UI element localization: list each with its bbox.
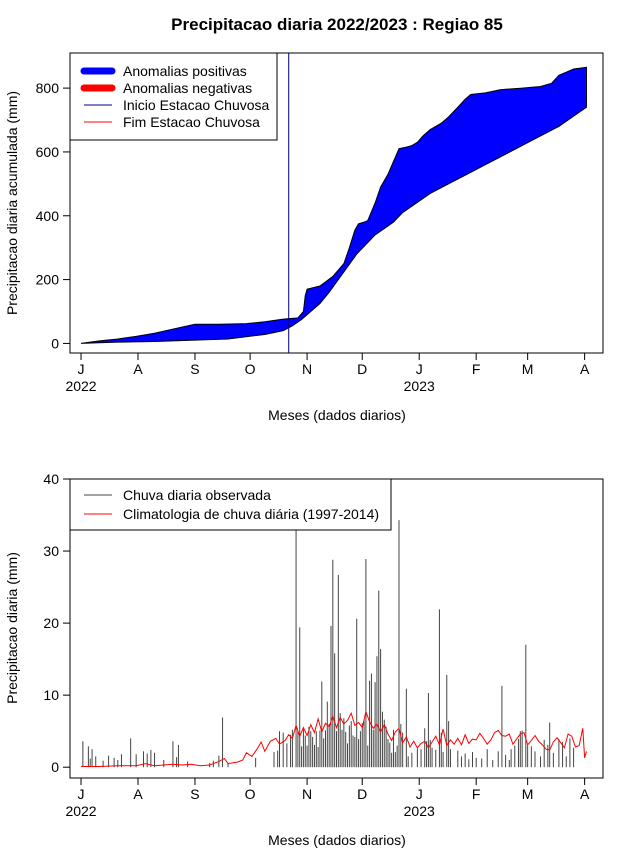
top-x-tick-label: N	[302, 361, 312, 377]
bottom-legend-box	[69, 478, 392, 531]
page-title: Precipitacao diaria 2022/2023 : Regiao 8…	[171, 15, 503, 34]
top-y-axis-label: Precipitacao diaria acumulada (mm)	[4, 91, 20, 315]
top-legend-label: Inicio Estacao Chuvosa	[123, 97, 270, 113]
bottom-x-tick-label: S	[190, 786, 199, 802]
bottom-y-tick-label: 20	[43, 615, 59, 631]
bottom-x-axis-label: Meses (dados diarios)	[268, 832, 406, 848]
top-x-tick-label: A	[133, 361, 143, 377]
top-legend-label: Fim Estacao Chuvosa	[123, 114, 260, 130]
bottom-y-ticks: 0 10 20 30 40	[43, 471, 71, 775]
bottom-y-tick-label: 10	[43, 687, 59, 703]
bottom-legend-label: Climatologia de chuva diária (1997-2014)	[123, 506, 379, 522]
positive-anomaly-area	[80, 66, 587, 344]
bottom-y-tick-label: 30	[43, 543, 59, 559]
bottom-x-tick-label: A	[133, 786, 143, 802]
bottom-legend-label: Chuva diaria observada	[123, 487, 271, 503]
top-x-tick-label: M	[522, 361, 534, 377]
top-axes: J A S O N D J F M A 2022 2023 0 200 400 600 800 Meses (…	[4, 52, 604, 423]
bottom-axes: J A S O N D J F M A 2022 2023 0 10 20 30 40 Meses (dado…	[4, 471, 604, 848]
top-y-ticks: 0 200 400 600 800	[36, 80, 71, 351]
top-x-tick-label: J	[416, 361, 423, 377]
top-x-tick-label: S	[190, 361, 199, 377]
bottom-y-tick-label: 40	[43, 471, 59, 487]
bottom-year-label: 2022	[65, 803, 96, 819]
bottom-legend: Chuva diaria observada Climatologia de ch…	[69, 478, 392, 531]
top-y-tick-label: 600	[36, 144, 60, 160]
bottom-x-tick-label: A	[580, 786, 590, 802]
top-x-tick-label: F	[472, 361, 481, 377]
top-y-tick-label: 800	[36, 80, 60, 96]
bottom-x-tick-label: O	[245, 786, 256, 802]
bottom-plot-area	[81, 520, 587, 768]
top-x-tick-label: O	[245, 361, 256, 377]
top-x-tick-label: J	[78, 361, 85, 377]
top-year-label: 2022	[65, 378, 96, 394]
accumulated-precipitation-chart: J A S O N D J F M A 2022 2023 0 200 400 600 800 Meses (…	[4, 52, 604, 423]
top-legend-label: Anomalias negativas	[123, 80, 252, 96]
bottom-x-tick-label: J	[416, 786, 423, 802]
bottom-x-tick-label: N	[302, 786, 312, 802]
top-y-tick-label: 400	[36, 208, 60, 224]
top-x-axis-label: Meses (dados diarios)	[268, 407, 406, 423]
bottom-x-tick-label: D	[357, 786, 367, 802]
top-y-tick-label: 0	[51, 335, 59, 351]
bottom-y-tick-label: 0	[51, 759, 59, 775]
top-year-label: 2023	[404, 378, 435, 394]
top-y-tick-label: 200	[36, 272, 60, 288]
bottom-x-ticks: J A S O N D J F M A 2022 2023	[65, 777, 590, 819]
daily-precipitation-chart: J A S O N D J F M A 2022 2023 0 10 20 30 40 Meses (dado…	[4, 471, 604, 848]
climatology-line	[81, 709, 587, 767]
bottom-y-axis-label: Precipitacao diaria (mm)	[4, 552, 20, 704]
top-x-tick-label: D	[357, 361, 367, 377]
top-x-tick-label: A	[580, 361, 590, 377]
top-legend-label: Anomalias positivas	[123, 63, 247, 79]
bottom-x-tick-label: M	[522, 786, 534, 802]
top-x-ticks: J A S O N D J F M A 2022 2023	[65, 352, 590, 394]
bottom-year-label: 2023	[404, 803, 435, 819]
bottom-x-tick-label: J	[78, 786, 85, 802]
top-plot-area	[80, 53, 587, 353]
bottom-x-tick-label: F	[472, 786, 481, 802]
